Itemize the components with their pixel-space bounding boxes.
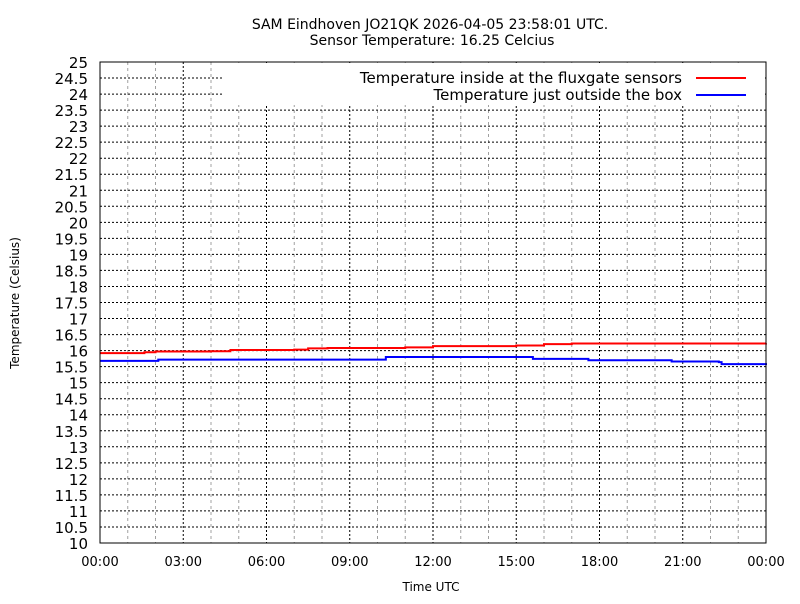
x-tick-label: 15:00 [498,555,535,570]
y-tick-label: 22 [69,150,88,168]
x-tick-label: 21:00 [664,555,701,570]
y-tick-label: 23.5 [55,102,88,120]
x-tick-label: 03:00 [165,555,202,570]
y-tick-label: 13.5 [55,423,88,441]
y-tick-label: 14.5 [55,391,88,409]
series-line [100,356,767,366]
y-tick-label: 13 [69,439,88,457]
x-tick-label: 18:00 [581,555,618,570]
series-lines [100,342,767,366]
x-tick-label: 00:00 [81,555,118,570]
chart-title: SAM Eindhoven JO21QK 2026-04-05 23:58:01… [252,17,608,33]
series-line [100,342,767,355]
y-tick-label: 10.5 [55,519,88,537]
y-tick-label: 22.5 [55,134,88,152]
y-tick-label: 15 [69,375,88,393]
legend-background [222,63,765,105]
y-tick-label: 10 [69,535,88,553]
y-axis-label: Temperature (Celsius) [8,237,22,370]
y-tick-label: 20 [69,214,88,232]
y-tick-label: 16 [69,343,88,361]
y-tick-label: 17.5 [55,295,88,313]
y-tick-label: 19 [69,246,88,264]
y-axis-ticks: 1010.51111.51212.51313.51414.51515.51616… [55,54,88,553]
x-tick-label: 12:00 [414,555,451,570]
chart-subtitle: Sensor Temperature: 16.25 Celcius [310,33,555,49]
legend-label: Temperature just outside the box [433,86,683,104]
y-tick-label: 21 [69,182,88,200]
y-tick-label: 23 [69,118,88,136]
y-tick-label: 12.5 [55,455,88,473]
y-tick-label: 14 [69,407,88,425]
legend-label: Temperature inside at the fluxgate senso… [359,69,682,87]
y-tick-label: 12 [69,471,88,489]
y-tick-label: 18.5 [55,262,88,280]
y-tick-label: 11 [69,503,88,521]
y-tick-label: 17 [69,311,88,329]
x-tick-label: 06:00 [248,555,285,570]
y-tick-label: 20.5 [55,198,88,216]
y-tick-label: 25 [69,54,88,72]
y-tick-label: 24.5 [55,70,88,88]
y-tick-label: 15.5 [55,359,88,377]
y-tick-label: 11.5 [55,487,88,505]
legend: Temperature inside at the fluxgate senso… [222,63,765,105]
x-tick-label: 00:00 [747,555,784,570]
y-tick-label: 24 [69,86,88,104]
y-tick-label: 19.5 [55,230,88,248]
x-tick-label: 09:00 [331,555,368,570]
plot-border [99,61,767,544]
x-axis-ticks: 00:00 03:00 06:00 09:00 12:00 15:00 18:00 21:00… [81,555,784,570]
y-tick-label: 21.5 [55,166,88,184]
y-tick-label: 16.5 [55,327,88,345]
x-axis-label: Time UTC [402,580,460,594]
grid [100,62,766,543]
y-tick-label: 18 [69,278,88,296]
